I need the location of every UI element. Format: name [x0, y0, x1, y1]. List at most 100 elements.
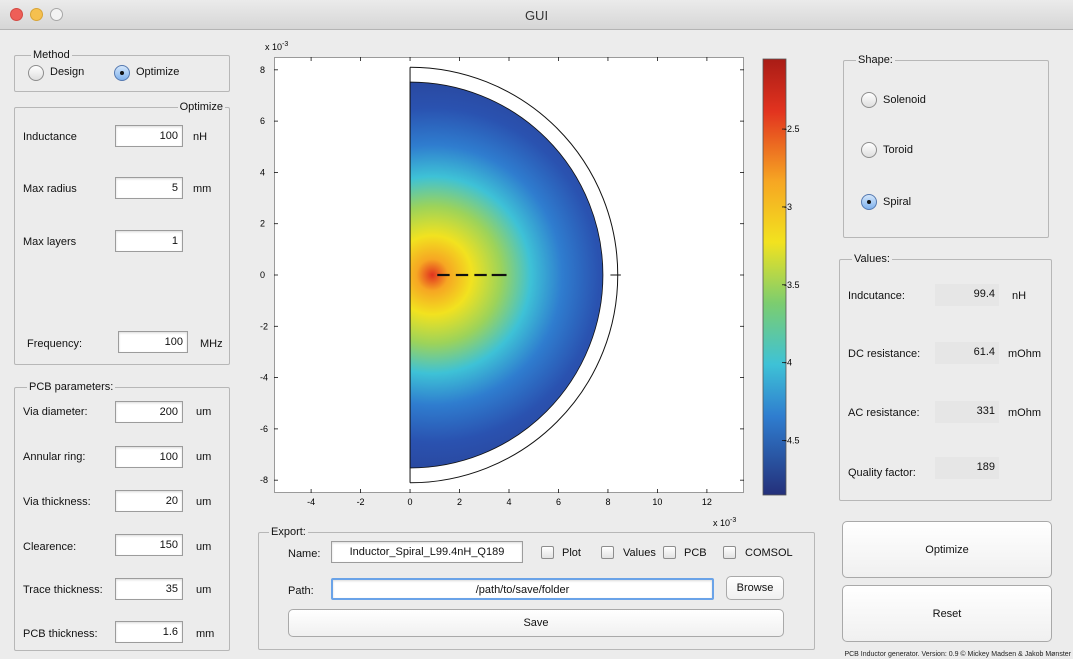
shape-panel-title: Shape:: [856, 54, 895, 66]
annular-ring-label: Annular ring:: [23, 451, 86, 463]
frequency-input[interactable]: 100: [118, 331, 188, 353]
annular-ring-input[interactable]: 100: [115, 446, 183, 468]
x-tick-label: 0: [408, 497, 413, 507]
minimize-window-icon[interactable]: [30, 8, 43, 21]
via-thickness-unit: um: [196, 496, 212, 508]
spiral-radio-label[interactable]: Spiral: [883, 196, 912, 208]
shape-panel: Shape:: [843, 54, 1049, 238]
clearence-unit: um: [196, 541, 212, 553]
quality-factor-value: 189: [935, 457, 999, 479]
pcb-checkbox-label[interactable]: PCB: [684, 547, 707, 559]
inductance-result-value: 99.4: [935, 284, 999, 306]
comsol-checkbox-label[interactable]: COMSOL: [745, 547, 793, 559]
y-tick-label: -6: [260, 424, 268, 434]
x-exponent-label: x 10-3: [713, 517, 736, 528]
y-tick-label: 2: [260, 219, 265, 229]
dc-resistance-label: DC resistance:: [848, 348, 921, 360]
export-path-label: Path:: [288, 585, 314, 597]
reset-button[interactable]: Reset: [842, 585, 1052, 642]
save-button[interactable]: Save: [288, 609, 784, 637]
max-radius-label: Max radius: [23, 183, 77, 195]
plot-checkbox-label[interactable]: Plot: [562, 547, 581, 559]
inductance-result-label: Indcutance:: [848, 290, 905, 302]
dc-resistance-unit: mOhm: [1008, 348, 1041, 360]
colorbar-tick-label: -3.5: [784, 280, 800, 290]
ac-resistance-unit: mOhm: [1008, 407, 1041, 419]
title-bar: GUI: [0, 0, 1073, 30]
inductance-unit: nH: [193, 131, 208, 143]
pcb-parameters-panel: PCB parameters:: [14, 381, 230, 651]
inductance-result-unit: nH: [1012, 290, 1027, 302]
x-tick-label: 10: [652, 497, 662, 507]
clearence-input[interactable]: 150: [115, 534, 183, 556]
y-tick-label: 6: [260, 116, 265, 126]
annular-ring-unit: um: [196, 451, 212, 463]
window-title: GUI: [524, 8, 549, 23]
trace-thickness-input[interactable]: 35: [115, 578, 183, 600]
y-exponent-label: x 10-3: [265, 41, 288, 52]
solenoid-radio[interactable]: [861, 92, 877, 108]
via-thickness-label: Via thickness:: [23, 496, 91, 508]
values-panel-title: Values:: [852, 253, 892, 265]
trace-thickness-unit: um: [196, 584, 212, 596]
x-tick-label: 4: [506, 497, 511, 507]
optimize-radio-label[interactable]: Optimize: [136, 66, 180, 78]
quality-factor-label: Quality factor:: [848, 467, 916, 479]
zoom-window-icon[interactable]: [50, 8, 63, 21]
field-plot: -4 -2 0 2 4 6 8 10 12 8 6 4 2 0 -2 -4 -6 -8 x 10-3 x 10-…: [260, 41, 800, 528]
max-layers-input[interactable]: 1: [115, 230, 183, 252]
colorbar: [762, 58, 787, 496]
y-axis-ticks: 8 6 4 2 0 -2 -4 -6 -8: [260, 65, 744, 485]
x-axis-ticks: -4 -2 0 2 4 6 8 10 12: [307, 57, 712, 507]
via-thickness-input[interactable]: 20: [115, 490, 183, 512]
y-tick-label: -8: [260, 475, 268, 485]
export-name-input[interactable]: Inductor_Spiral_L99.4nH_Q189: [331, 541, 523, 563]
method-panel-title: Method: [31, 49, 72, 61]
solenoid-radio-label[interactable]: Solenoid: [883, 94, 926, 106]
toroid-radio-label[interactable]: Toroid: [883, 144, 913, 156]
colorbar-tick-label: -4.5: [784, 436, 800, 446]
spiral-radio[interactable]: [861, 194, 877, 210]
optimize-panel-title: Optimize: [177, 101, 225, 113]
pcb-checkbox[interactable]: [663, 546, 676, 559]
plot-checkbox[interactable]: [541, 546, 554, 559]
max-radius-unit: mm: [193, 183, 212, 195]
footer-version-text: PCB Inductor generator. Version: 0.9 © M…: [844, 651, 1071, 658]
colorbar-tick-label: -4: [784, 358, 792, 368]
x-tick-label: -4: [307, 497, 315, 507]
clearence-label: Clearence:: [23, 541, 77, 553]
x-tick-label: 2: [457, 497, 462, 507]
x-tick-label: 12: [702, 497, 712, 507]
max-radius-input[interactable]: 5: [115, 177, 183, 199]
x-tick-label: 6: [556, 497, 561, 507]
pcb-thickness-input[interactable]: 1.6: [115, 621, 183, 643]
design-radio[interactable]: [28, 65, 44, 81]
trace-thickness-label: Trace thickness:: [23, 584, 103, 596]
y-tick-label: 4: [260, 167, 265, 177]
colorbar-tick-label: -2.5: [784, 124, 800, 134]
dc-resistance-value: 61.4: [935, 342, 999, 364]
inductance-input[interactable]: 100: [115, 125, 183, 147]
values-checkbox[interactable]: [601, 546, 614, 559]
via-diameter-unit: um: [196, 406, 212, 418]
optimize-radio[interactable]: [114, 65, 130, 81]
method-panel: Method: [14, 49, 230, 92]
values-checkbox-label[interactable]: Values: [623, 547, 656, 559]
comsol-checkbox[interactable]: [723, 546, 736, 559]
ac-resistance-value: 331: [935, 401, 999, 423]
inductance-label: Inductance: [23, 131, 77, 143]
frequency-label: Frequency:: [27, 338, 83, 350]
design-radio-label[interactable]: Design: [50, 66, 85, 78]
toroid-radio[interactable]: [861, 142, 877, 158]
via-diameter-input[interactable]: 200: [115, 401, 183, 423]
y-tick-label: -2: [260, 321, 268, 331]
browse-button[interactable]: Browse: [726, 576, 784, 600]
close-window-icon[interactable]: [10, 8, 23, 21]
frequency-unit: MHz: [200, 338, 223, 350]
export-path-input[interactable]: /path/to/save/folder: [331, 578, 714, 600]
via-diameter-label: Via diameter:: [23, 406, 88, 418]
values-panel: Values:: [839, 253, 1052, 501]
pcb-thickness-label: PCB thickness:: [23, 628, 98, 640]
pcb-parameters-title: PCB parameters:: [27, 381, 116, 393]
optimize-button[interactable]: Optimize: [842, 521, 1052, 578]
